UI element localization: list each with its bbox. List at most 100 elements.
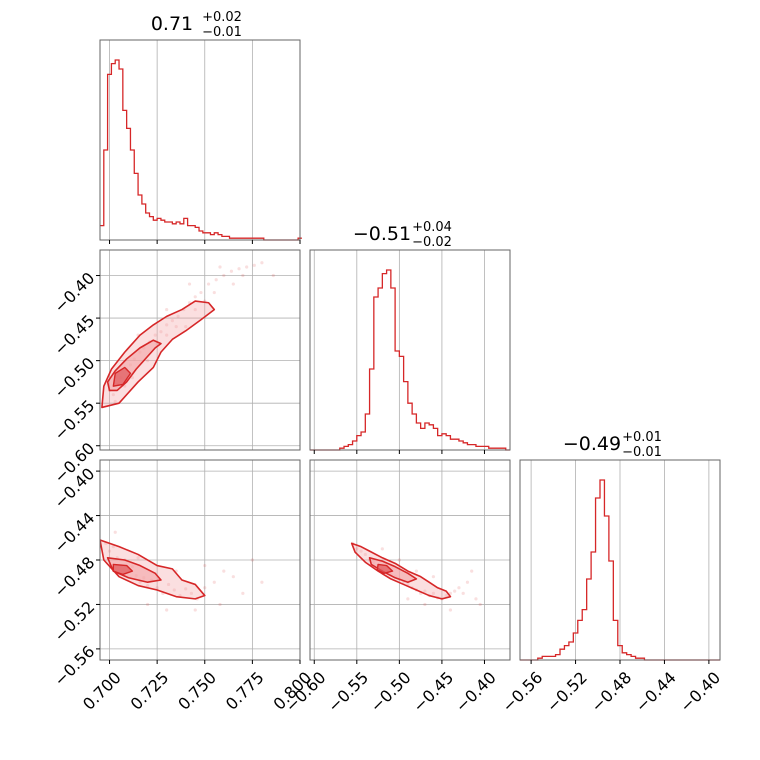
sample-point: [271, 273, 275, 278]
sample-point: [206, 282, 211, 286]
sample-point: [260, 580, 264, 584]
x-tick-label: −0.40: [676, 668, 724, 716]
x-tick-label: −0.44: [632, 668, 680, 716]
sample-point: [241, 273, 245, 278]
sample-point: [203, 563, 207, 568]
sample-point: [111, 393, 115, 397]
sample-point: [146, 583, 150, 588]
contour-outer: [101, 300, 216, 409]
panel-frame: [99, 39, 301, 241]
y-tick-label: −0.50: [50, 354, 98, 402]
contour-outer: [100, 539, 206, 600]
sample-point: [380, 547, 384, 551]
sample-point: [165, 608, 169, 612]
sample-point: [448, 591, 453, 595]
histogram-panel-0: 0.71 +0.02−0.01: [99, 10, 302, 244]
param-title-minus-1: −0.02: [412, 235, 452, 250]
x-tick-label: −0.48: [587, 668, 635, 716]
x-tick-label: −0.45: [409, 668, 457, 716]
param-title-0: 0.71: [151, 13, 193, 35]
sample-point: [146, 359, 150, 363]
sample-point: [470, 569, 474, 573]
param-title-minus-0: −0.01: [202, 25, 242, 40]
sample-point: [444, 593, 448, 598]
sample-point: [252, 263, 256, 267]
sample-point: [478, 602, 482, 607]
sample-point: [423, 589, 427, 593]
sample-point: [174, 324, 178, 329]
param-title-plus-0: +0.02: [202, 10, 242, 25]
x-tick-label: −0.55: [324, 668, 372, 716]
sample-point: [250, 558, 254, 562]
sample-point: [260, 261, 264, 265]
sample-point: [231, 282, 235, 286]
sample-point: [465, 580, 470, 584]
sample-point: [229, 269, 234, 273]
y-tick-label: −0.56: [50, 642, 98, 690]
y-tick-label: −0.40: [50, 268, 98, 316]
histogram-line: [310, 269, 510, 451]
sample-point: [193, 307, 197, 312]
sample-point: [166, 582, 171, 587]
sample-point: [165, 333, 169, 337]
sample-point: [218, 265, 222, 269]
sample-point: [111, 545, 115, 549]
sample-point: [363, 552, 367, 557]
sample-point: [155, 586, 159, 590]
sample-point: [212, 580, 216, 584]
x-tick-label: −0.40: [452, 668, 500, 716]
y-tick-label: −0.48: [50, 553, 98, 601]
sample-point: [172, 588, 176, 592]
y-tick-label: −0.55: [50, 396, 98, 444]
panel-frame: [309, 249, 511, 451]
sample-point: [212, 290, 216, 295]
sample-point: [431, 575, 436, 579]
sample-point: [136, 556, 140, 560]
sample-point: [165, 307, 169, 312]
histogram-panel-1: −0.51 +0.04−0.02: [309, 220, 511, 454]
sample-point: [176, 314, 180, 318]
sample-point: [397, 558, 401, 562]
x-tick-label: −0.56: [498, 668, 546, 716]
histogram-line: [100, 59, 302, 241]
param-title-minus-2: −0.01: [622, 445, 662, 460]
sample-point: [222, 569, 226, 573]
sample-point: [189, 591, 194, 595]
panel-frame: [309, 459, 511, 661]
sample-point: [193, 608, 197, 612]
sample-point: [199, 290, 203, 295]
sample-point: [453, 589, 457, 593]
sample-point: [241, 591, 245, 595]
sample-point: [448, 608, 453, 612]
sample-point: [457, 586, 461, 590]
sample-point: [359, 549, 363, 553]
sample-point: [218, 602, 222, 607]
histogram-panel-2: −0.49 +0.01−0.01: [519, 430, 721, 664]
sample-point: [130, 376, 134, 380]
sample-point: [431, 591, 436, 595]
sample-point: [170, 319, 174, 323]
sample-point: [222, 273, 226, 278]
sample-point: [355, 547, 359, 551]
sample-point: [231, 575, 235, 579]
sample-point: [406, 597, 410, 601]
x-tick-label: −0.50: [367, 668, 415, 716]
sample-point: [165, 323, 169, 327]
sample-point: [113, 530, 117, 534]
sample-point: [193, 295, 197, 299]
panel-frame: [99, 249, 301, 451]
contour-core: [112, 563, 134, 576]
sample-point: [113, 399, 117, 404]
sample-point: [237, 267, 241, 271]
x-tick-label: 0.725: [127, 668, 173, 714]
sample-point: [184, 587, 188, 591]
contour-inner: [368, 556, 418, 584]
scatter-panel-2-1: [309, 459, 511, 664]
contour-core: [376, 563, 394, 575]
x-tick-label: 0.775: [222, 668, 268, 714]
x-tick-label: −0.52: [543, 668, 591, 716]
sample-point: [423, 602, 427, 607]
param-title-plus-2: +0.01: [622, 430, 662, 445]
sample-point: [414, 569, 418, 573]
